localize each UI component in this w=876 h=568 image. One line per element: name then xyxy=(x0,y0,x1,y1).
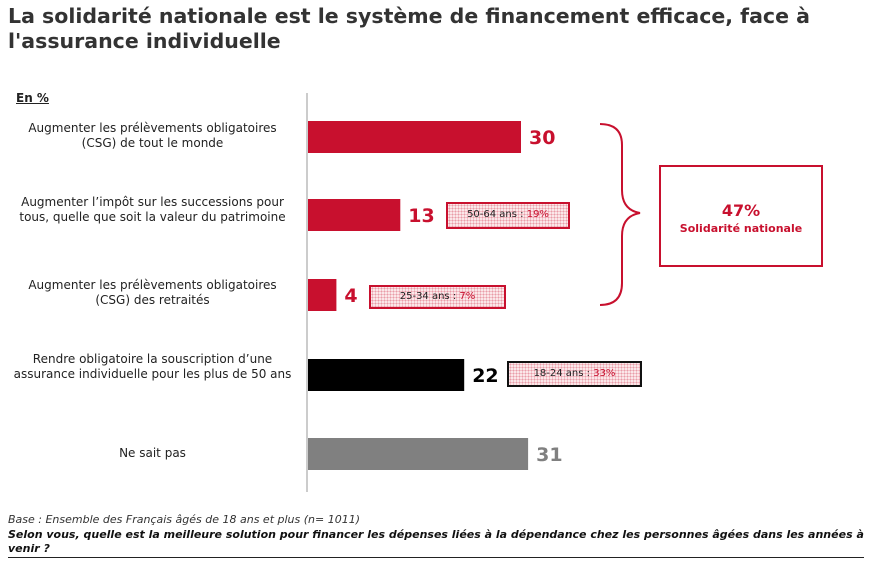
bottom-rule xyxy=(8,557,864,558)
bar xyxy=(308,359,465,391)
category-label: Augmenter les prélèvements obligatoires … xyxy=(28,278,277,307)
group-summary-box: 47% Solidarité nationale xyxy=(659,165,823,267)
subgroup-label: 18-24 ans : xyxy=(533,368,594,379)
bar-value-label: 22 xyxy=(472,365,498,387)
category-label: Ne sait pas xyxy=(119,446,186,460)
subgroup-value: 33% xyxy=(593,368,616,379)
chart-title: La solidarité nationale est le système d… xyxy=(8,4,810,53)
bar-value-label: 30 xyxy=(529,127,555,149)
subgroup-label: 25-34 ans : xyxy=(399,291,460,302)
bar-value-label: 4 xyxy=(344,285,357,307)
category-label: Augmenter l’impôt sur les successions po… xyxy=(19,195,286,224)
base-note: Base : Ensemble des Français âgés de 18 … xyxy=(8,513,361,526)
category-label: Augmenter les prélèvements obligatoires … xyxy=(28,121,277,150)
bar-value-label: 13 xyxy=(408,205,434,227)
subgroup-value: 19% xyxy=(526,209,549,220)
survey-question: Selon vous, quelle est la meilleure solu… xyxy=(8,528,864,555)
bar xyxy=(308,279,337,311)
subgroup-value: 7% xyxy=(459,291,476,302)
bar-value-label: 31 xyxy=(536,444,562,466)
subgroup-label: 50-64 ans : xyxy=(467,209,527,220)
group-bracket xyxy=(599,123,641,306)
bar xyxy=(308,438,529,470)
subgroup-badge: 18-24 ans : 33% xyxy=(507,361,642,387)
group-summary-label: Solidarité nationale xyxy=(679,222,803,235)
unit-label: En % xyxy=(16,91,49,105)
bar xyxy=(308,199,401,231)
subgroup-badge: 25-34 ans : 7% xyxy=(369,285,506,309)
group-summary-value: 47% xyxy=(721,201,761,220)
category-label: Rendre obligatoire la souscription d’une… xyxy=(13,352,292,381)
subgroup-badge: 50-64 ans : 19% xyxy=(446,202,570,229)
bar xyxy=(308,121,521,153)
